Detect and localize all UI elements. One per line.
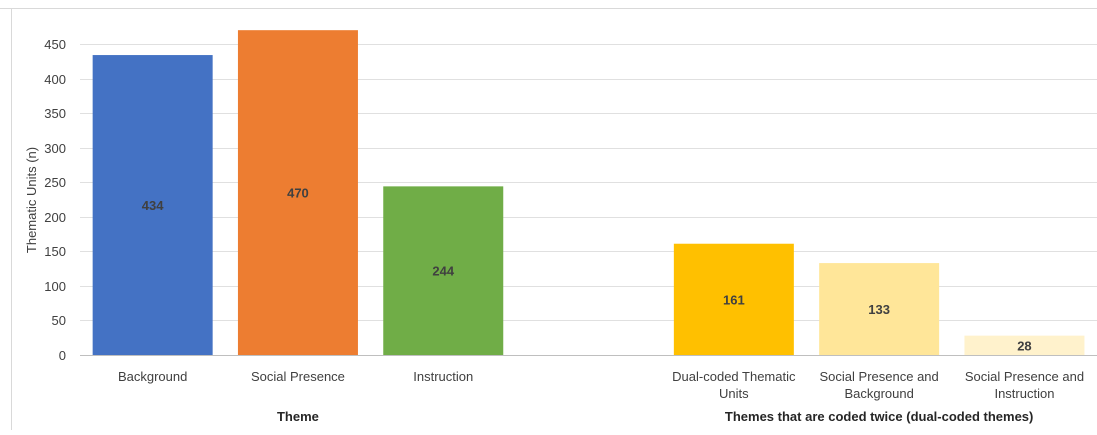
x-tick-label: Background xyxy=(118,369,187,384)
y-tick-label: 50 xyxy=(52,313,66,328)
x-tick-label: Social Presence and Background xyxy=(820,369,939,401)
y-tick-label: 250 xyxy=(44,175,66,190)
y-tick-label: 450 xyxy=(44,37,66,52)
x-group-label: Theme xyxy=(277,409,319,424)
data-label: 470 xyxy=(287,186,309,201)
x-tick-label: Social Presence and Instruction xyxy=(965,369,1084,401)
y-tick-label: 0 xyxy=(59,348,66,363)
x-axis: Background Social Presence Instruction Dual… xyxy=(118,369,1084,424)
x-tick-label: Social Presence xyxy=(251,369,345,384)
x-tick-label: Instruction xyxy=(413,369,473,384)
x-tick-label: Dual-coded Thematic Units xyxy=(672,369,796,401)
bar xyxy=(383,186,504,355)
data-label: 434 xyxy=(142,198,164,213)
bar xyxy=(964,335,1085,355)
bar xyxy=(673,243,794,355)
bars: 434 470 244 161 133 28 xyxy=(92,30,1085,356)
bar xyxy=(237,30,358,356)
y-tick-label: 100 xyxy=(44,279,66,294)
y-tick-label: 150 xyxy=(44,244,66,259)
y-tick-label: 300 xyxy=(44,141,66,156)
gridlines xyxy=(80,44,1097,356)
data-label: 244 xyxy=(432,264,454,279)
y-axis-title: Thematic Units (n) xyxy=(24,147,39,253)
bar xyxy=(92,55,213,356)
y-tick-label: 400 xyxy=(44,72,66,87)
data-label: 161 xyxy=(723,292,745,307)
y-tick-label: 200 xyxy=(44,210,66,225)
data-label: 133 xyxy=(868,302,890,317)
data-label: 28 xyxy=(1017,338,1031,353)
y-axis: 0 50 100 150 200 250 300 350 400 450 xyxy=(44,37,66,363)
y-tick-label: 350 xyxy=(44,106,66,121)
bar xyxy=(819,263,940,355)
x-group-label: Themes that are coded twice (dual-coded … xyxy=(725,409,1033,424)
chart-border xyxy=(0,8,1097,430)
